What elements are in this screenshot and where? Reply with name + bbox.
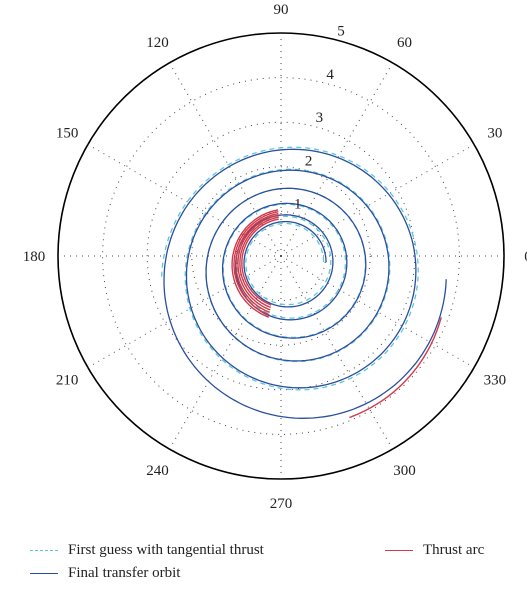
tick-label-layer: 0 30 60 90 120 150 180 210 240 270 300 330 1 2 3 4 5: [23, 2, 527, 512]
thrust-arc-segment-1: [239, 216, 279, 309]
series-0: [160, 146, 419, 391]
angle-tick-label-180: 180: [23, 249, 46, 265]
series-line-0: [160, 146, 419, 391]
angle-tick-label-30: 30: [487, 126, 502, 142]
angle-tick-label-270: 270: [270, 496, 293, 512]
polar-grid: [57, 32, 505, 480]
radial-grid-circle-4: [102, 77, 460, 435]
radial-tick-label-2: 2: [305, 153, 313, 169]
thrust-arc-segment-4: [233, 211, 279, 316]
angle-tick-label-90: 90: [274, 2, 289, 18]
series-line-1: [163, 148, 447, 419]
radial-tick-label-1: 1: [294, 197, 302, 213]
thrust-arc-segment-0: [241, 218, 279, 306]
radial-grid-circle-2: [191, 166, 371, 346]
radial-tick-label-4: 4: [326, 67, 334, 83]
angle-tick-label-0: 0: [524, 249, 527, 265]
angle-tick-label-330: 330: [484, 373, 507, 389]
angle-tick-label-300: 300: [393, 463, 416, 479]
radial-tick-label-5: 5: [337, 24, 345, 40]
thrust-arc-segment-6: [349, 317, 442, 419]
angle-tick-label-150: 150: [56, 126, 79, 142]
series-2: [231, 209, 442, 419]
thrust-arc-segment-3: [235, 212, 279, 313]
angle-tick-label-120: 120: [146, 35, 169, 51]
thrust-arc-segment-5: [231, 209, 279, 318]
series-layer: [160, 146, 447, 419]
thrust-arc-segment-2: [237, 214, 279, 311]
series-1: [163, 148, 447, 419]
angle-tick-label-210: 210: [56, 373, 79, 389]
radial-tick-label-3: 3: [316, 110, 324, 126]
angle-tick-label-60: 60: [397, 35, 412, 51]
angle-spoke-60: [280, 62, 393, 257]
angle-tick-label-240: 240: [146, 463, 169, 479]
